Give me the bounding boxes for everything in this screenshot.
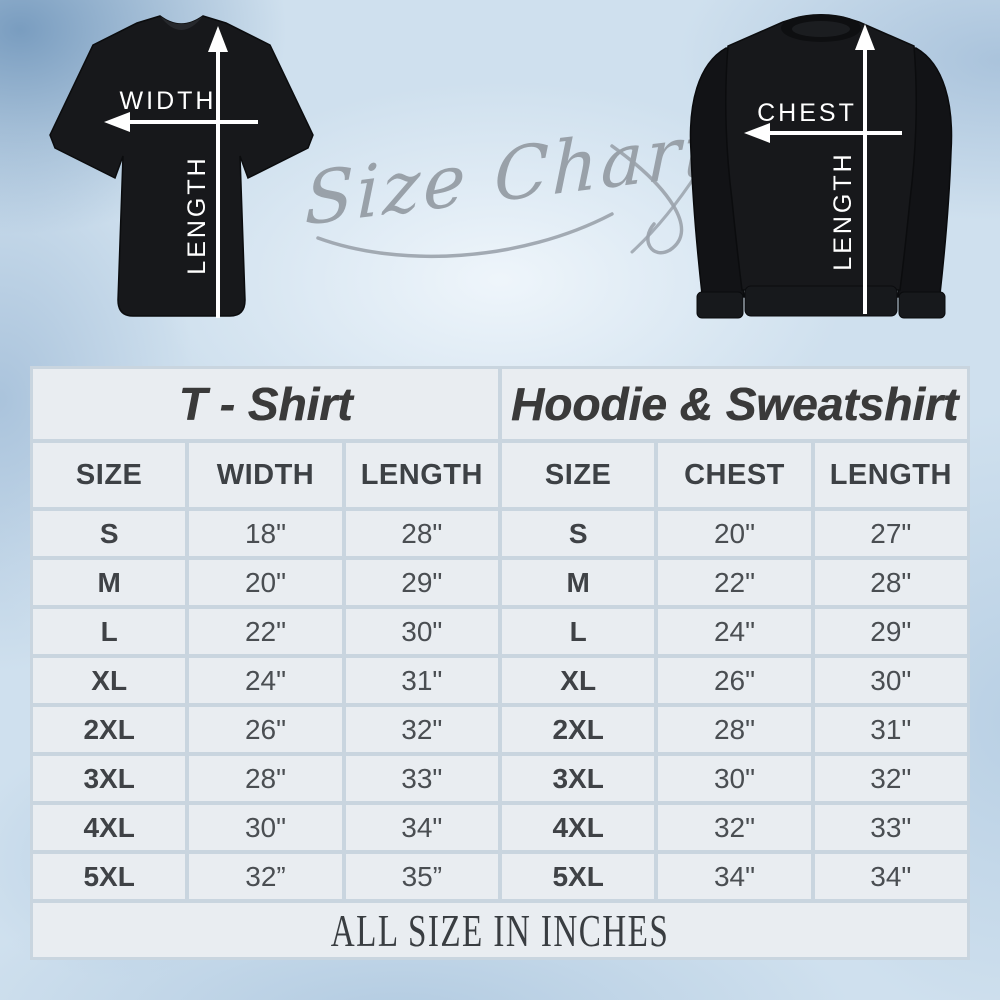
sweatshirt-hem-band: [744, 285, 898, 317]
tshirt-length-arrow: [208, 26, 228, 318]
table-cell: 32": [814, 756, 967, 801]
table-cell: 22": [189, 609, 342, 654]
sweatshirt-left-cuff: [696, 291, 744, 319]
table-cell: 28": [189, 756, 342, 801]
sweatshirt-length-arrow: [855, 24, 875, 314]
table-cell: 20": [189, 560, 342, 605]
table-cell: 33": [814, 805, 967, 850]
table-cell: 28": [658, 707, 811, 752]
table-row: 4XL: [501, 805, 655, 850]
table-row: L: [33, 609, 186, 654]
sweatshirt-body: [725, 14, 917, 291]
table-cell: 33": [345, 756, 498, 801]
garment-diagrams: [49, 14, 953, 319]
tshirt-illustration: [49, 15, 314, 317]
sweatshirt-right-cuff: [898, 291, 946, 319]
tshirt-collar: [160, 16, 203, 30]
table-cell: 30": [658, 756, 811, 801]
table-cell: 22": [658, 560, 811, 605]
tshirt-body: [49, 15, 314, 317]
tshirt-table-title: T - Shirt: [33, 369, 498, 439]
sweatshirt-chest-label: CHEST: [757, 99, 857, 127]
tshirt-col-size: SIZE: [33, 443, 186, 507]
table-cell: 24": [658, 609, 811, 654]
hoodie-table-title: Hoodie & Sweatshirt: [501, 369, 967, 439]
table-cell: 34": [658, 854, 811, 899]
table-cell: 34": [814, 854, 967, 899]
table-cell: 31": [345, 658, 498, 703]
table-cell: 30": [814, 658, 967, 703]
table-row: L: [501, 609, 655, 654]
table-row: 2XL: [501, 707, 655, 752]
table-row: 3XL: [33, 756, 186, 801]
hoodie-col-chest: CHEST: [658, 443, 811, 507]
tshirt-width-label: WIDTH: [119, 87, 217, 115]
hoodie-col-length: LENGTH: [814, 443, 967, 507]
sweatshirt-length-label: LENGTH: [829, 151, 857, 271]
tshirt-col-width: WIDTH: [189, 443, 342, 507]
table-cell: 32": [345, 707, 498, 752]
footer-text: ALL SIZE IN INCHES: [330, 904, 670, 956]
table-cell: 18": [189, 511, 342, 556]
table-cell: 34": [345, 805, 498, 850]
table-row: XL: [501, 658, 655, 703]
table-cell: 30": [189, 805, 342, 850]
table-cell: 29": [345, 560, 498, 605]
table-row: S: [501, 511, 655, 556]
table-cell: 35”: [345, 854, 498, 899]
table-cell: 26": [189, 707, 342, 752]
table-footer-note: ALL SIZE IN INCHES: [33, 903, 967, 957]
table-cell: 32”: [189, 854, 342, 899]
table-cell: 20": [658, 511, 811, 556]
table-cell: 26": [658, 658, 811, 703]
table-cell: 27": [814, 511, 967, 556]
table-cell: 30": [345, 609, 498, 654]
table-row: 2XL: [33, 707, 186, 752]
size-table: T - Shirt Hoodie & Sweatshirt SIZE WIDTH…: [30, 366, 970, 960]
table-row: XL: [33, 658, 186, 703]
sweatshirt-illustration: [689, 14, 953, 319]
table-row: S: [33, 511, 186, 556]
table-row: 3XL: [501, 756, 655, 801]
table-cell: 24": [189, 658, 342, 703]
table-cell: 28": [814, 560, 967, 605]
table-row: M: [33, 560, 186, 605]
sweatshirt-chest-arrow: [744, 123, 902, 143]
tshirt-col-length: LENGTH: [345, 443, 498, 507]
table-cell: 32": [658, 805, 811, 850]
tshirt-length-label: LENGTH: [183, 155, 211, 275]
table-row: 5XL: [33, 854, 186, 899]
tshirt-width-arrow: [104, 112, 258, 132]
table-row: M: [501, 560, 655, 605]
table-cell: 28": [345, 511, 498, 556]
table-row: 4XL: [33, 805, 186, 850]
table-row: 5XL: [501, 854, 655, 899]
hoodie-col-size: SIZE: [501, 443, 655, 507]
table-cell: 29": [814, 609, 967, 654]
table-cell: 31": [814, 707, 967, 752]
